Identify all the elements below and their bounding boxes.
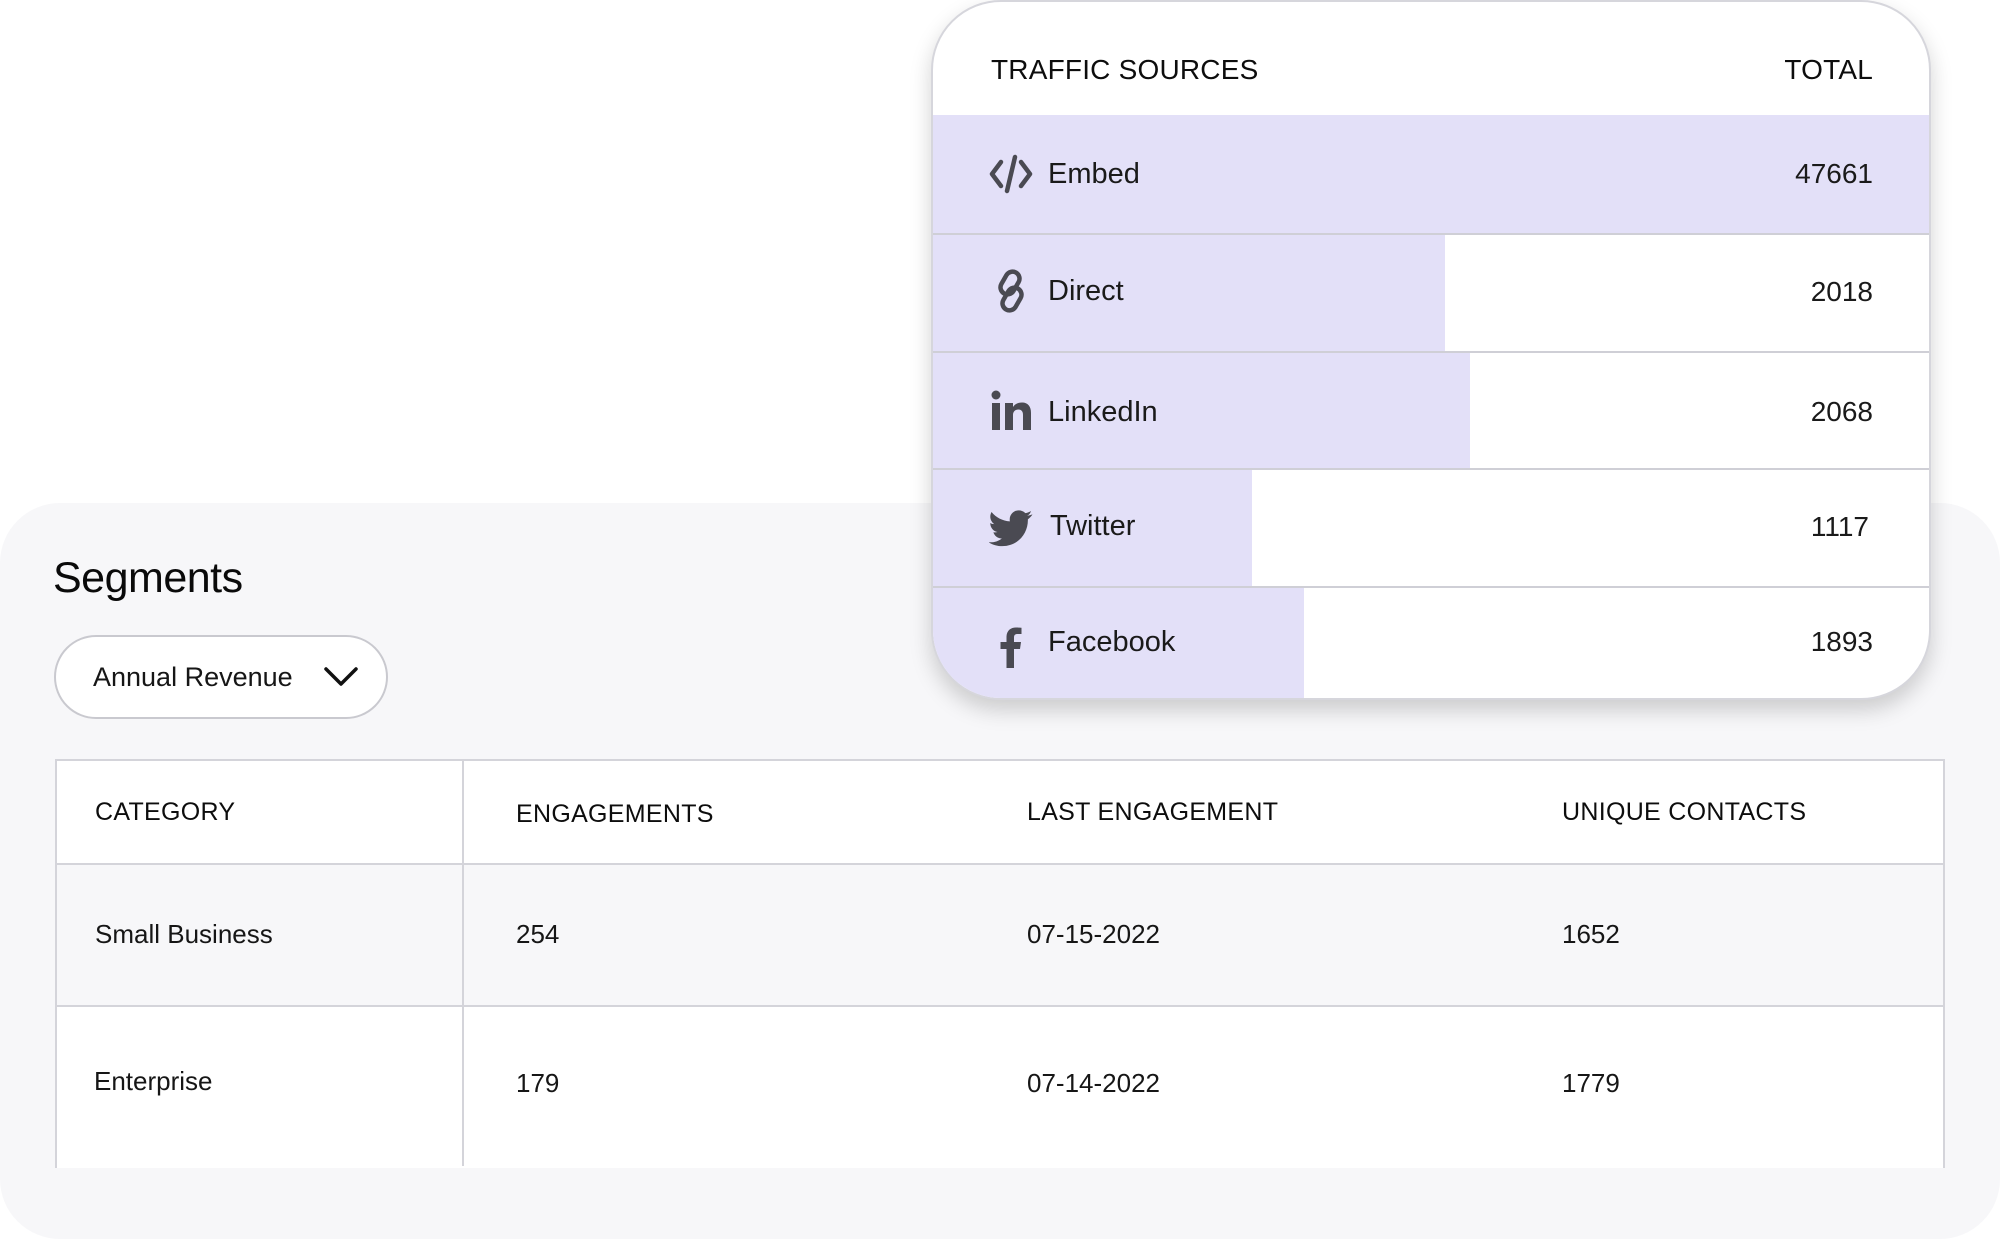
traffic-row-facebook[interactable]: Facebook 1893 xyxy=(933,588,1929,698)
header-category[interactable]: CATEGORY xyxy=(95,798,236,826)
traffic-row-linkedin[interactable]: LinkedIn 2068 xyxy=(933,353,1929,468)
traffic-value: 1893 xyxy=(1810,626,1873,657)
traffic-value: 1117 xyxy=(1810,511,1869,542)
traffic-sources-heading: TRAFFIC SOURCES xyxy=(991,54,1259,85)
traffic-bar xyxy=(933,235,1445,351)
cell-last-engagement: 07-15-2022 xyxy=(1027,919,1160,949)
header-engagements[interactable]: ENGAGEMENTS xyxy=(516,800,714,828)
total-heading: TOTAL xyxy=(1784,54,1873,85)
header-last-engagement[interactable]: LAST ENGAGEMENT xyxy=(1027,798,1279,826)
cell-last-engagement: 07-14-2022 xyxy=(1027,1068,1160,1098)
row-divider xyxy=(933,233,1929,235)
row-divider xyxy=(933,468,1929,470)
header-unique-contacts[interactable]: UNIQUE CONTACTS xyxy=(1562,798,1807,826)
traffic-row-twitter[interactable]: Twitter 1117 xyxy=(933,470,1929,586)
traffic-label: Direct xyxy=(1048,275,1124,307)
traffic-value: 2018 xyxy=(1810,276,1873,307)
traffic-header: TRAFFIC SOURCES TOTAL xyxy=(933,2,1929,117)
traffic-row-direct[interactable]: Direct 2018 xyxy=(933,235,1929,351)
cell-engagements: 179 xyxy=(516,1068,560,1098)
column-divider xyxy=(462,761,464,1166)
table-header-row: CATEGORY ENGAGEMENTS LAST ENGAGEMENT UNI… xyxy=(57,761,1943,865)
linkedin-icon xyxy=(991,390,1031,430)
traffic-label: LinkedIn xyxy=(1048,396,1158,428)
dropdown-selected-label: Annual Revenue xyxy=(93,661,293,692)
traffic-value: 47661 xyxy=(1795,158,1873,189)
chevron-down-icon xyxy=(324,667,358,686)
traffic-value: 2068 xyxy=(1810,396,1873,427)
cell-category: Enterprise xyxy=(94,1066,213,1096)
table-row[interactable]: Enterprise 179 07-14-2022 1779 xyxy=(57,1007,1943,1168)
traffic-label: Embed xyxy=(1048,158,1140,190)
link-icon xyxy=(998,269,1024,313)
segments-title: Segments xyxy=(53,554,243,602)
facebook-icon xyxy=(1000,627,1022,668)
traffic-sources-card: TRAFFIC SOURCES TOTAL Embed 47661 Direct… xyxy=(931,0,1931,700)
cell-unique-contacts: 1779 xyxy=(1562,1068,1620,1098)
traffic-label: Facebook xyxy=(1048,626,1176,658)
cell-unique-contacts: 1652 xyxy=(1562,919,1620,949)
row-divider xyxy=(933,351,1929,353)
segments-table: CATEGORY ENGAGEMENTS LAST ENGAGEMENT UNI… xyxy=(55,759,1945,1168)
row-divider xyxy=(933,586,1929,588)
traffic-bar xyxy=(933,115,1929,233)
traffic-row-embed[interactable]: Embed 47661 xyxy=(933,115,1929,233)
code-icon xyxy=(989,154,1033,194)
cell-category: Small Business xyxy=(95,919,273,949)
traffic-bar xyxy=(933,470,1252,586)
annual-revenue-dropdown[interactable]: Annual Revenue xyxy=(54,635,388,719)
table-row[interactable]: Small Business 254 07-15-2022 1652 xyxy=(57,865,1943,1007)
traffic-label: Twitter xyxy=(1050,510,1136,542)
cell-engagements: 254 xyxy=(516,919,560,949)
twitter-icon xyxy=(989,510,1033,547)
traffic-bar xyxy=(933,588,1304,698)
